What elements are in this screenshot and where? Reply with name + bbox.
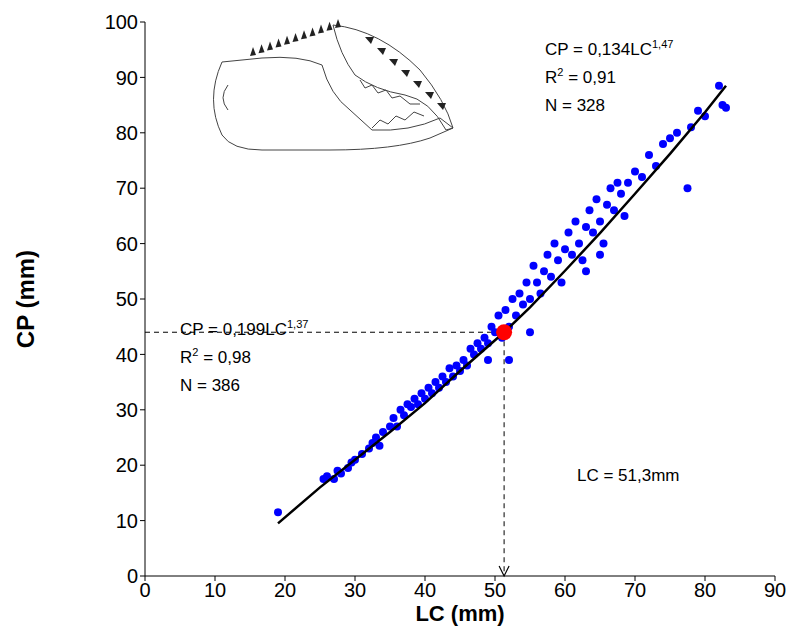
svg-text:LC = 51,3mm: LC = 51,3mm bbox=[577, 466, 680, 485]
svg-text:0: 0 bbox=[139, 579, 150, 601]
svg-text:30: 30 bbox=[116, 399, 138, 421]
svg-text:10: 10 bbox=[116, 510, 138, 532]
svg-text:LC (mm): LC (mm) bbox=[415, 601, 504, 626]
svg-text:N = 386: N = 386 bbox=[180, 376, 240, 395]
svg-text:50: 50 bbox=[484, 579, 506, 601]
svg-text:80: 80 bbox=[116, 122, 138, 144]
svg-text:N = 328: N = 328 bbox=[545, 96, 605, 115]
svg-text:100: 100 bbox=[105, 11, 138, 33]
svg-text:50: 50 bbox=[116, 288, 138, 310]
svg-text:CP = 0,199LC1,37: CP = 0,199LC1,37 bbox=[180, 318, 308, 339]
svg-text:40: 40 bbox=[414, 579, 436, 601]
svg-text:20: 20 bbox=[116, 454, 138, 476]
svg-text:R2 = 0,91: R2 = 0,91 bbox=[545, 66, 616, 87]
svg-text:70: 70 bbox=[116, 177, 138, 199]
svg-text:90: 90 bbox=[116, 67, 138, 89]
svg-text:40: 40 bbox=[116, 344, 138, 366]
svg-text:30: 30 bbox=[344, 579, 366, 601]
svg-text:CP (mm): CP (mm) bbox=[12, 250, 39, 348]
svg-text:90: 90 bbox=[764, 579, 786, 601]
svg-text:80: 80 bbox=[694, 579, 716, 601]
svg-text:60: 60 bbox=[554, 579, 576, 601]
svg-text:20: 20 bbox=[274, 579, 296, 601]
svg-text:R2 = 0,98: R2 = 0,98 bbox=[180, 346, 251, 367]
svg-text:70: 70 bbox=[624, 579, 646, 601]
svg-text:0: 0 bbox=[127, 565, 138, 587]
svg-text:CP = 0,134LC1,47: CP = 0,134LC1,47 bbox=[545, 38, 673, 59]
svg-text:60: 60 bbox=[116, 233, 138, 255]
svg-text:10: 10 bbox=[204, 579, 226, 601]
